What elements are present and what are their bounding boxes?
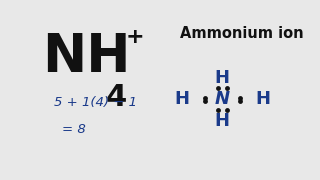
Text: N: N: [215, 90, 230, 108]
Text: H: H: [215, 69, 230, 87]
Text: +: +: [125, 27, 144, 47]
Text: 5 + 1(4) − 1: 5 + 1(4) − 1: [54, 96, 137, 109]
Text: Ammonium ion: Ammonium ion: [180, 26, 304, 41]
Text: H: H: [174, 90, 189, 108]
Text: H: H: [215, 112, 230, 130]
Text: H: H: [255, 90, 270, 108]
Text: = 8: = 8: [62, 123, 86, 136]
Text: 4: 4: [106, 83, 127, 112]
Text: NH: NH: [43, 31, 131, 83]
